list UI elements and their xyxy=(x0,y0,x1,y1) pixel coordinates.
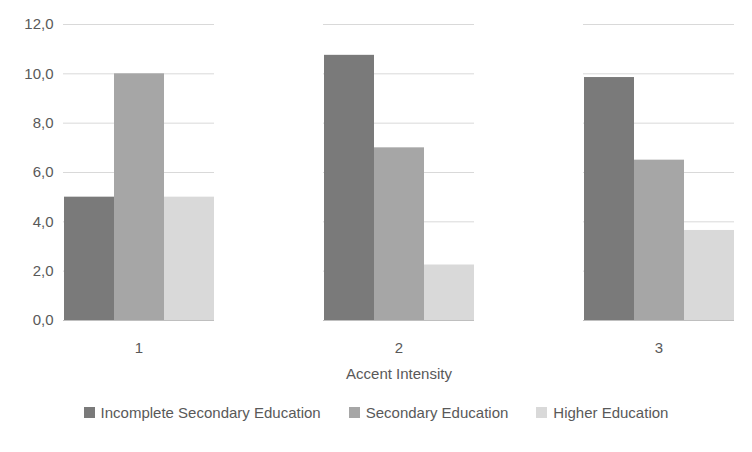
svg-text:10,0: 10,0 xyxy=(24,65,53,82)
svg-text:12,0: 12,0 xyxy=(24,15,53,32)
svg-text:Accent Intensity: Accent Intensity xyxy=(346,365,452,382)
svg-text:0,0: 0,0 xyxy=(33,311,54,328)
svg-text:3: 3 xyxy=(655,339,663,356)
svg-text:4,0: 4,0 xyxy=(33,213,54,230)
svg-text:1: 1 xyxy=(135,339,143,356)
html-text:Secondary Education: Secondary Education xyxy=(365,404,509,421)
svg-text:2,0: 2,0 xyxy=(33,262,54,279)
svg-text:6,0: 6,0 xyxy=(33,163,54,180)
svg-text:8,0: 8,0 xyxy=(33,114,54,131)
html-text:Higher Education: Higher Education xyxy=(553,404,669,421)
html-text:Incomplete Secondary Education: Incomplete Secondary Education xyxy=(100,404,321,421)
svg-text:2: 2 xyxy=(395,339,403,356)
